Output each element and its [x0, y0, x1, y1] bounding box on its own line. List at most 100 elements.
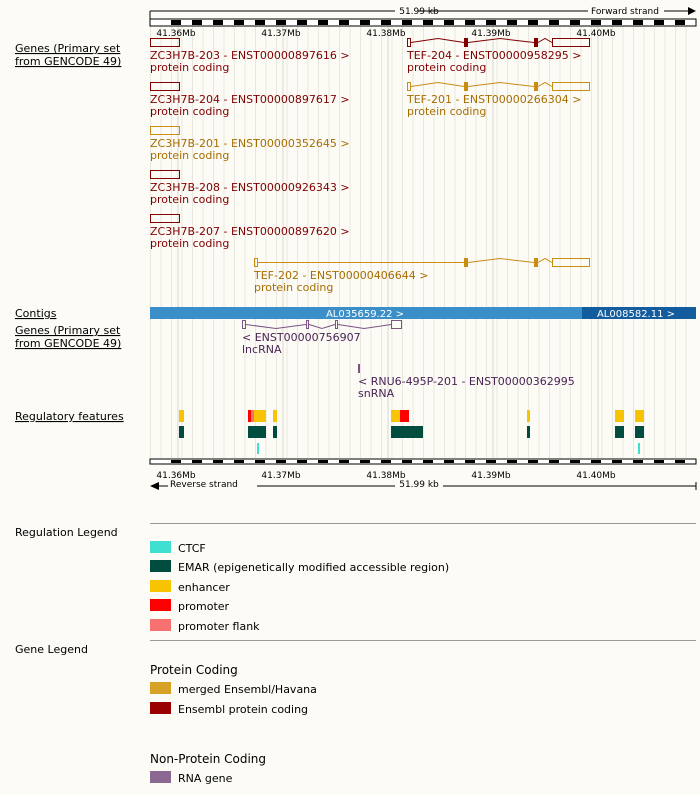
gene-transcript[interactable]: < RNU6-495P-201 - ENST00000362995 snRNA	[358, 364, 575, 400]
gene-legend-title: Gene Legend	[15, 643, 88, 656]
top-scale-bar: 51.99 kb Forward strand 41.36Mb 41.37Mb …	[149, 7, 697, 39]
regulatory-track-label[interactable]: Regulatory features	[15, 410, 124, 423]
legend-swatch	[150, 619, 171, 631]
transcript-biotype: protein coding	[407, 105, 486, 118]
legend-label: CTCF	[178, 542, 206, 555]
transcript-biotype: snRNA	[358, 387, 395, 400]
regulatory-feature[interactable]	[527, 426, 530, 438]
regulatory-feature[interactable]	[254, 410, 266, 422]
forward-genes-track: ZC3H7B-203 - ENST00000897616 > protein c…	[150, 37, 590, 294]
genes-reverse-track-label-line2[interactable]: from GENCODE 49)	[15, 337, 121, 350]
contig-label: AL008582.11 >	[597, 309, 675, 320]
legend-swatch	[150, 682, 171, 694]
regulatory-feature[interactable]	[179, 426, 184, 438]
gene-legend: Gene Legend Protein Coding merged Ensemb…	[15, 640, 696, 785]
reverse-strand-label: Reverse strand	[170, 480, 238, 490]
top-tick-label: 41.36Mb	[156, 29, 196, 39]
legend-swatch	[150, 702, 171, 714]
legend-label: enhancer	[178, 581, 230, 594]
contigs-track: AL035659.22 > AL008582.11 >	[150, 307, 696, 320]
regulatory-feature[interactable]	[391, 426, 423, 438]
regulatory-feature[interactable]	[635, 410, 644, 422]
gene-transcript[interactable]: ZC3H7B-201 - ENST00000352645 > protein c…	[150, 126, 350, 163]
gene-transcript[interactable]: ZC3H7B-204 - ENST00000897617 > protein c…	[150, 82, 350, 119]
track-labels: Genes (Primary set from GENCODE 49) Cont…	[15, 42, 124, 423]
contig-block[interactable]	[582, 307, 696, 319]
genes-track-label[interactable]: Genes (Primary set	[15, 42, 121, 55]
gene-transcript[interactable]: TEF-202 - ENST00000406644 > protein codi…	[253, 257, 590, 294]
legend-label: promoter	[178, 600, 230, 613]
gene-transcript[interactable]: TEF-204 - ENST00000958295 > protein codi…	[406, 37, 590, 74]
transcript-biotype: protein coding	[150, 105, 229, 118]
legend-label: Ensembl protein coding	[178, 703, 308, 716]
top-tick-label: 41.40Mb	[576, 29, 616, 39]
regulatory-feature[interactable]	[615, 426, 624, 438]
regulatory-feature[interactable]	[615, 410, 624, 422]
regulatory-feature[interactable]	[638, 443, 640, 454]
contig-label: AL035659.22 >	[326, 309, 404, 320]
forward-strand-label: Forward strand	[591, 7, 659, 17]
regulation-legend-title: Regulation Legend	[15, 526, 118, 539]
top-tick-label: 41.37Mb	[261, 29, 301, 39]
legend-swatch	[150, 560, 171, 572]
gene-transcript[interactable]: ZC3H7B-203 - ENST00000897616 > protein c…	[150, 38, 350, 75]
legend-label: promoter flank	[178, 620, 260, 633]
protein-coding-heading: Protein Coding	[150, 663, 238, 677]
regulatory-feature[interactable]	[391, 410, 400, 422]
regulation-legend: Regulation Legend CTCF EMAR (epigenetica…	[15, 523, 696, 633]
grid-background	[150, 20, 696, 458]
regulatory-feature[interactable]	[527, 410, 530, 422]
bottom-tick-label: 41.39Mb	[471, 471, 511, 481]
transcript-biotype: protein coding	[150, 237, 229, 250]
transcript-biotype: protein coding	[407, 61, 486, 74]
transcript-biotype: protein coding	[150, 149, 229, 162]
reverse-genes-track: < ENST00000756907 lncRNA < RNU6-495P-201…	[242, 320, 575, 400]
legend-swatch	[150, 599, 171, 611]
transcript-name: ZC3H7B-201 - ENST00000352645 >	[150, 137, 350, 150]
top-tick-label: 41.39Mb	[471, 29, 511, 39]
transcript-biotype: protein coding	[254, 281, 333, 294]
legend-swatch	[150, 541, 171, 553]
genes-track-label-line2[interactable]: from GENCODE 49)	[15, 55, 121, 68]
legend-label: RNA gene	[178, 772, 233, 785]
transcript-name: ZC3H7B-207 - ENST00000897620 >	[150, 225, 350, 238]
gene-transcript[interactable]: TEF-201 - ENST00000266304 > protein codi…	[406, 81, 590, 118]
regulatory-feature[interactable]	[248, 410, 251, 422]
transcript-name: ZC3H7B-203 - ENST00000897616 >	[150, 49, 350, 62]
transcript-biotype: lncRNA	[242, 343, 282, 356]
transcript-name: ZC3H7B-208 - ENST00000926343 >	[150, 181, 350, 194]
transcript-name: TEF-201 - ENST00000266304 >	[406, 93, 582, 106]
legend-swatch	[150, 771, 171, 783]
transcript-biotype: protein coding	[150, 61, 229, 74]
regulatory-feature[interactable]	[257, 443, 259, 454]
non-protein-coding-heading: Non-Protein Coding	[150, 752, 266, 766]
gene-transcript[interactable]: ZC3H7B-207 - ENST00000897620 > protein c…	[150, 214, 350, 251]
regulatory-feature[interactable]	[635, 426, 644, 438]
bottom-length-label: 51.99 kb	[399, 480, 439, 490]
contigs-track-label[interactable]: Contigs	[15, 307, 57, 320]
legend-swatch	[150, 580, 171, 592]
contig-block[interactable]	[150, 307, 582, 319]
regulatory-feature[interactable]	[400, 410, 409, 422]
genes-reverse-track-label[interactable]: Genes (Primary set	[15, 324, 121, 337]
regulatory-track	[179, 410, 644, 454]
gene-transcript[interactable]: ZC3H7B-208 - ENST00000926343 > protein c…	[150, 170, 350, 207]
regulatory-feature[interactable]	[273, 410, 277, 422]
regulatory-feature[interactable]	[273, 426, 277, 438]
regulatory-feature[interactable]	[251, 410, 254, 422]
legend-label: merged Ensembl/Havana	[178, 683, 317, 696]
regulatory-feature[interactable]	[248, 426, 266, 438]
regulatory-feature[interactable]	[179, 410, 184, 422]
reverse-arrow-icon	[150, 482, 159, 490]
bottom-tick-label: 41.37Mb	[261, 471, 301, 481]
transcript-name: ZC3H7B-204 - ENST00000897617 >	[150, 93, 350, 106]
transcript-name: < RNU6-495P-201 - ENST00000362995	[358, 375, 575, 388]
legend-label: EMAR (epigenetically modified accessible…	[178, 561, 449, 574]
transcript-biotype: protein coding	[150, 193, 229, 206]
top-tick-label: 41.38Mb	[366, 29, 406, 39]
transcript-name: TEF-204 - ENST00000958295 >	[406, 49, 582, 62]
bottom-tick-label: 41.40Mb	[576, 471, 616, 481]
gene-transcript[interactable]: < ENST00000756907 lncRNA	[242, 320, 402, 357]
top-length-label: 51.99 kb	[399, 7, 439, 17]
